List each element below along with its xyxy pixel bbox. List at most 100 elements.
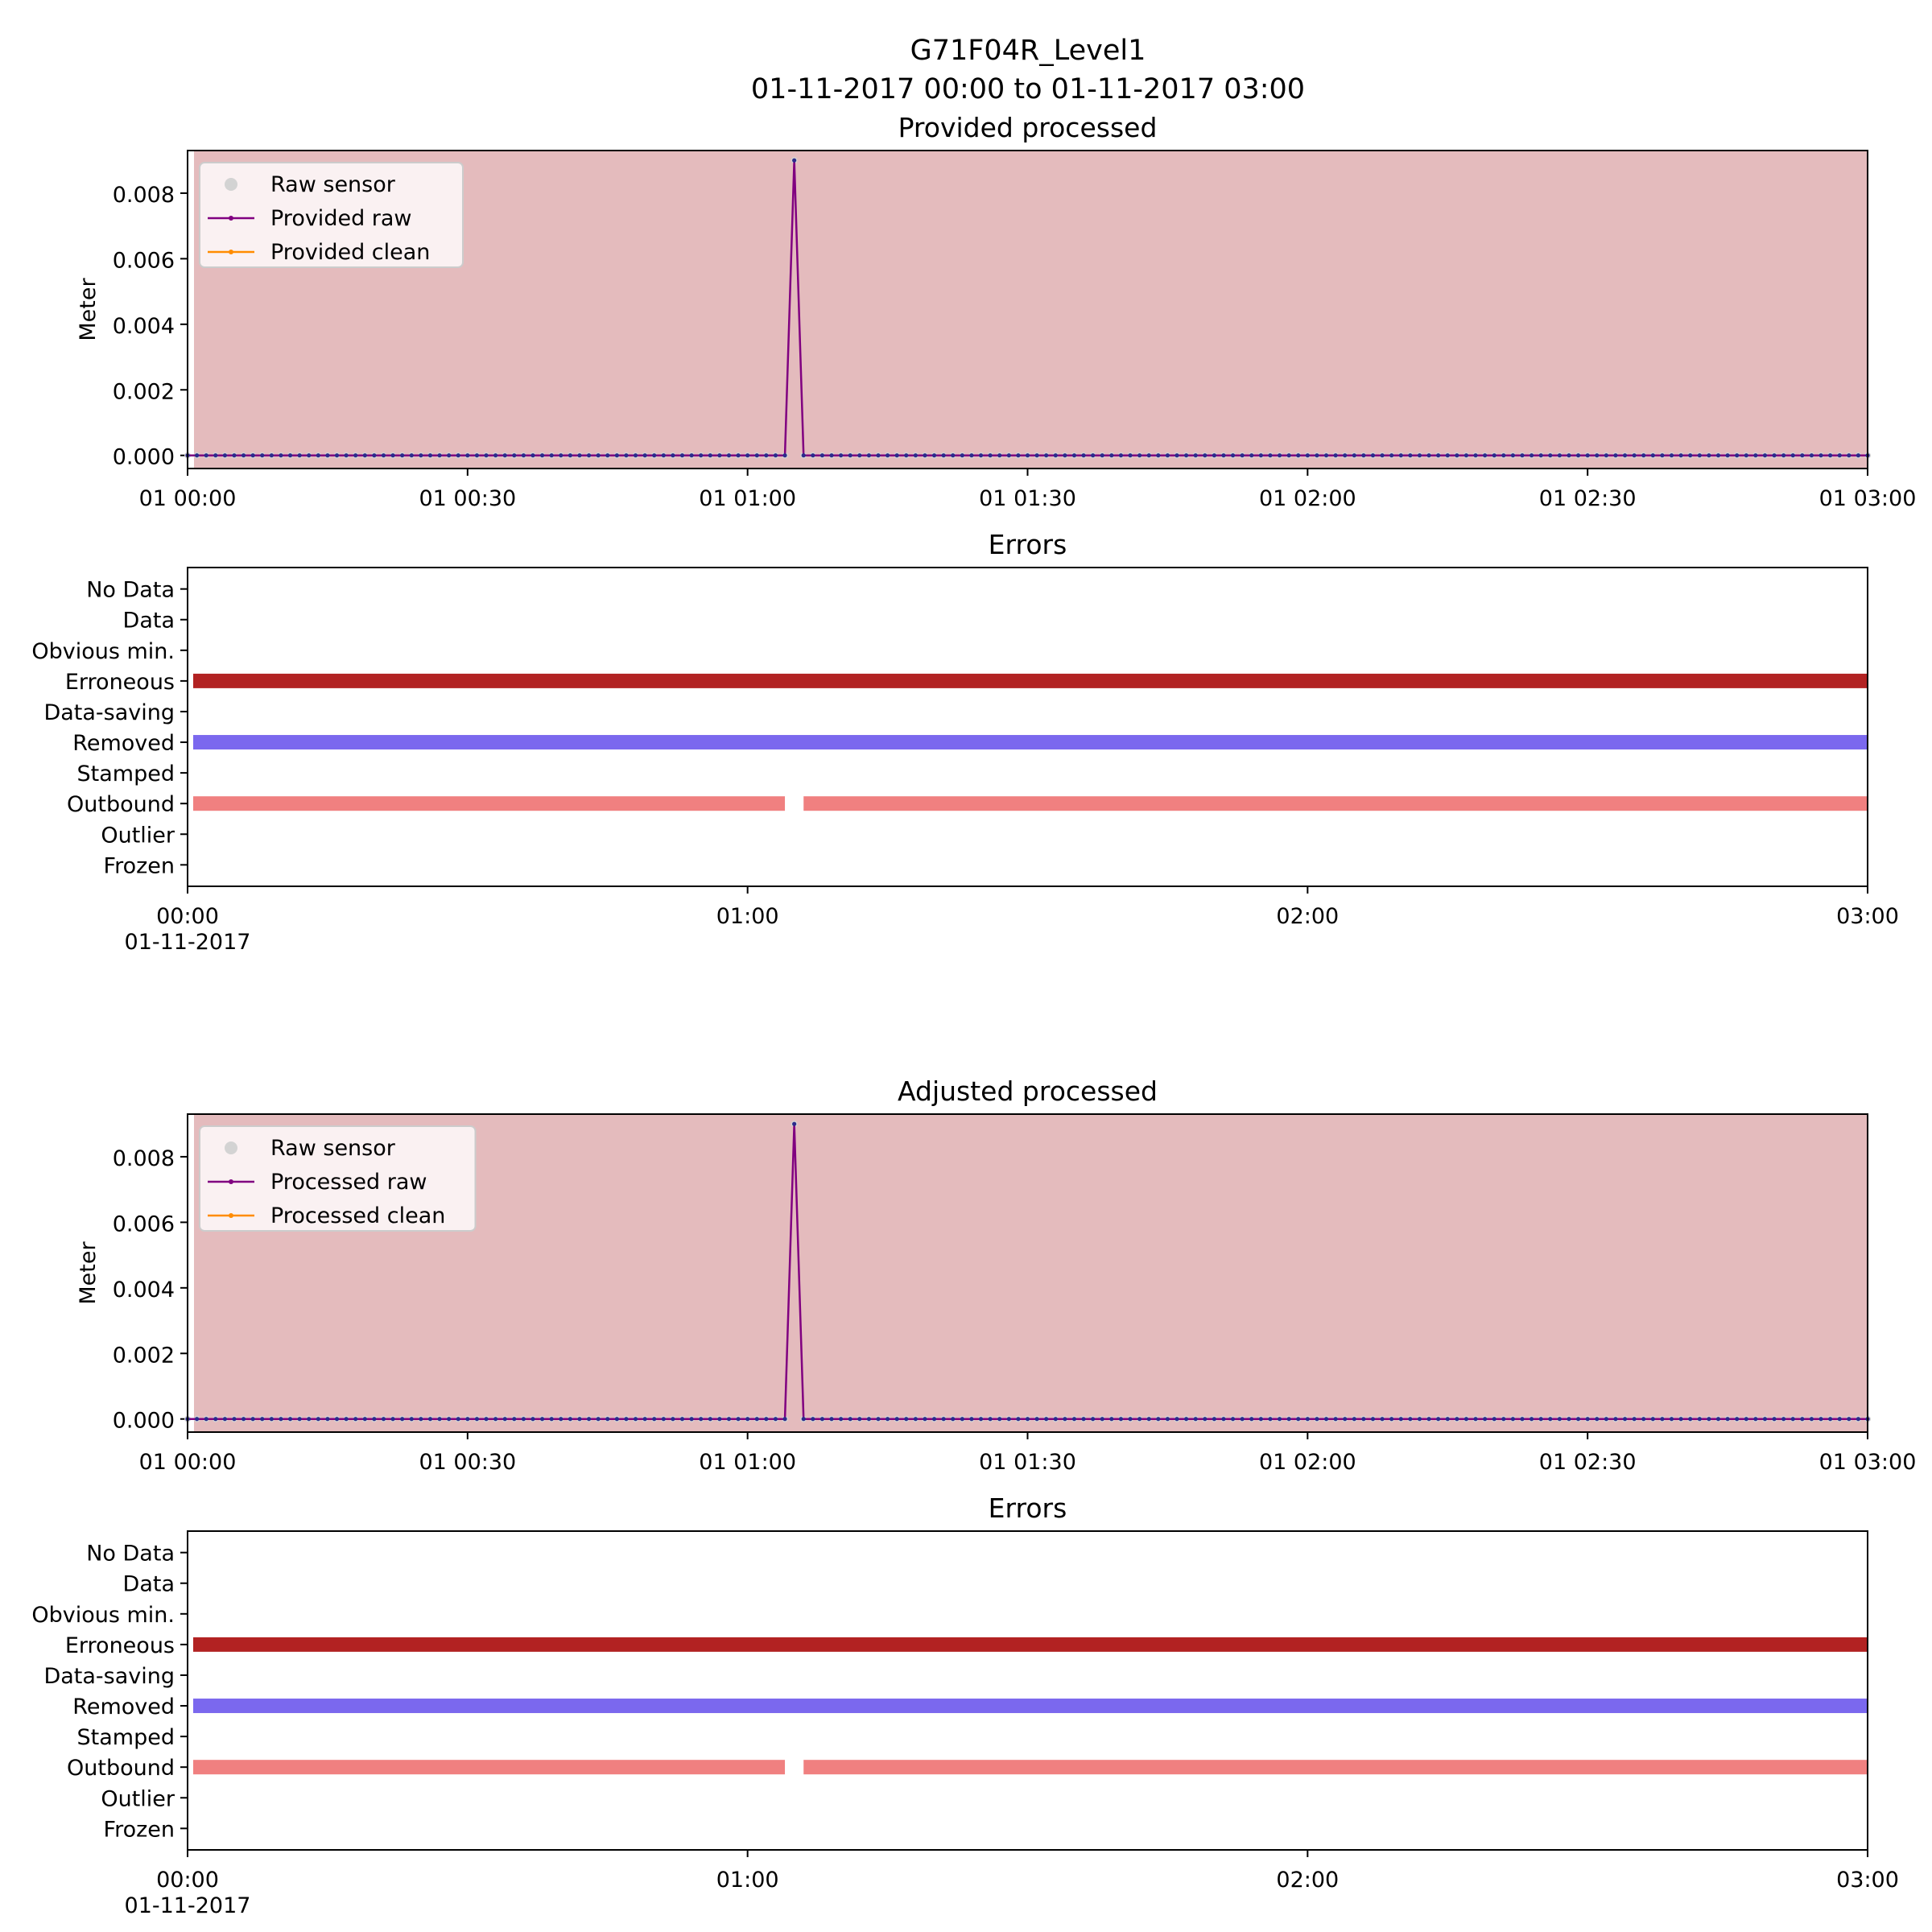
data-point [596, 453, 601, 458]
data-point [1063, 453, 1067, 458]
category-label: Data-saving [43, 1664, 175, 1689]
data-point [1669, 453, 1674, 458]
data-point [811, 1417, 815, 1422]
data-point [1520, 1417, 1525, 1422]
data-point [1753, 1417, 1758, 1422]
data-point [1641, 1417, 1646, 1422]
category-label: Obvious min. [31, 1603, 175, 1628]
data-point [353, 453, 358, 458]
x-tick-label: 01 02:00 [1259, 486, 1356, 511]
data-point [1146, 1417, 1151, 1422]
category-label: Outbound [67, 792, 175, 817]
data-point [699, 453, 704, 458]
data-point [633, 453, 638, 458]
data-point [1258, 453, 1263, 458]
data-point [652, 1417, 657, 1422]
category-label: Erroneous [65, 1633, 175, 1658]
data-point [1790, 453, 1795, 458]
data-point [1463, 1417, 1469, 1422]
data-point [1109, 453, 1114, 458]
data-point [568, 453, 572, 458]
data-point [1100, 453, 1104, 458]
data-point [1847, 1417, 1852, 1422]
data-point [857, 1417, 862, 1422]
data-point [427, 453, 433, 458]
data-point [1118, 453, 1124, 458]
data-point [1463, 453, 1469, 458]
data-point [1530, 1417, 1534, 1422]
data-point [857, 453, 862, 458]
data-point [1230, 1417, 1236, 1422]
data-point [951, 453, 956, 458]
data-point [1735, 453, 1740, 458]
data-point [1772, 1417, 1777, 1422]
data-point [1016, 453, 1021, 458]
data-point [1707, 1417, 1711, 1422]
data-point [969, 1417, 974, 1422]
data-point [1492, 453, 1496, 458]
data-point [1800, 1417, 1805, 1422]
data-point [1398, 1417, 1403, 1422]
data-point [1697, 1417, 1702, 1422]
data-point [1258, 1417, 1263, 1422]
data-point [1165, 1417, 1170, 1422]
data-point [866, 453, 871, 458]
data-point [484, 453, 489, 458]
data-point [1828, 453, 1833, 458]
data-point [1847, 453, 1852, 458]
category-label: No Data [86, 1542, 175, 1567]
category-label: Outbound [67, 1756, 175, 1781]
data-point [1006, 1417, 1011, 1422]
category-label: Removed [72, 1695, 175, 1719]
data-point [1445, 453, 1450, 458]
y-tick-label: 0.002 [113, 1343, 175, 1368]
data-point [1585, 453, 1590, 458]
data-point [502, 453, 507, 458]
data-point [334, 453, 340, 458]
data-point [1071, 453, 1077, 458]
data-point [1707, 453, 1711, 458]
data-point [736, 1417, 741, 1422]
data-point [1575, 453, 1581, 458]
data-point [1800, 453, 1805, 458]
data-point [1352, 453, 1356, 458]
data-point [1604, 1417, 1608, 1422]
data-point [1492, 1417, 1496, 1422]
data-point [213, 453, 218, 458]
category-label: Stamped [77, 762, 175, 786]
data-point [456, 1417, 460, 1422]
data-point [1137, 453, 1142, 458]
data-point [661, 453, 666, 458]
category-label: Outlier [101, 823, 175, 848]
data-point [1520, 453, 1525, 458]
data-point [633, 1417, 638, 1422]
data-point [586, 1417, 592, 1422]
legend-marker-raw-sensor [225, 1141, 237, 1154]
y-tick-label: 0.004 [113, 314, 175, 339]
data-point [642, 1417, 647, 1422]
data-point [1809, 1417, 1814, 1422]
data-point [269, 1417, 274, 1422]
data-point [381, 453, 386, 458]
data-point [745, 453, 750, 458]
data-point [988, 453, 993, 458]
y-tick-label: 0.002 [113, 379, 175, 404]
data-point [493, 453, 498, 458]
category-label: Frozen [104, 1817, 175, 1842]
data-point [773, 1417, 778, 1422]
data-point [409, 453, 414, 458]
data-point [1828, 1417, 1833, 1422]
category-label: Erroneous [65, 670, 175, 695]
data-point [213, 1417, 218, 1422]
data-point [978, 1417, 984, 1422]
series-markers [185, 1121, 1870, 1422]
y-tick-label: 0.006 [113, 248, 175, 273]
legend-line-marker [229, 216, 233, 221]
data-point [1221, 453, 1226, 458]
data-point [1044, 453, 1049, 458]
legend-line-marker [229, 1179, 233, 1184]
data-point [1249, 453, 1254, 458]
x-tick-label: 02:00 [1276, 904, 1339, 929]
data-point [754, 1417, 759, 1422]
